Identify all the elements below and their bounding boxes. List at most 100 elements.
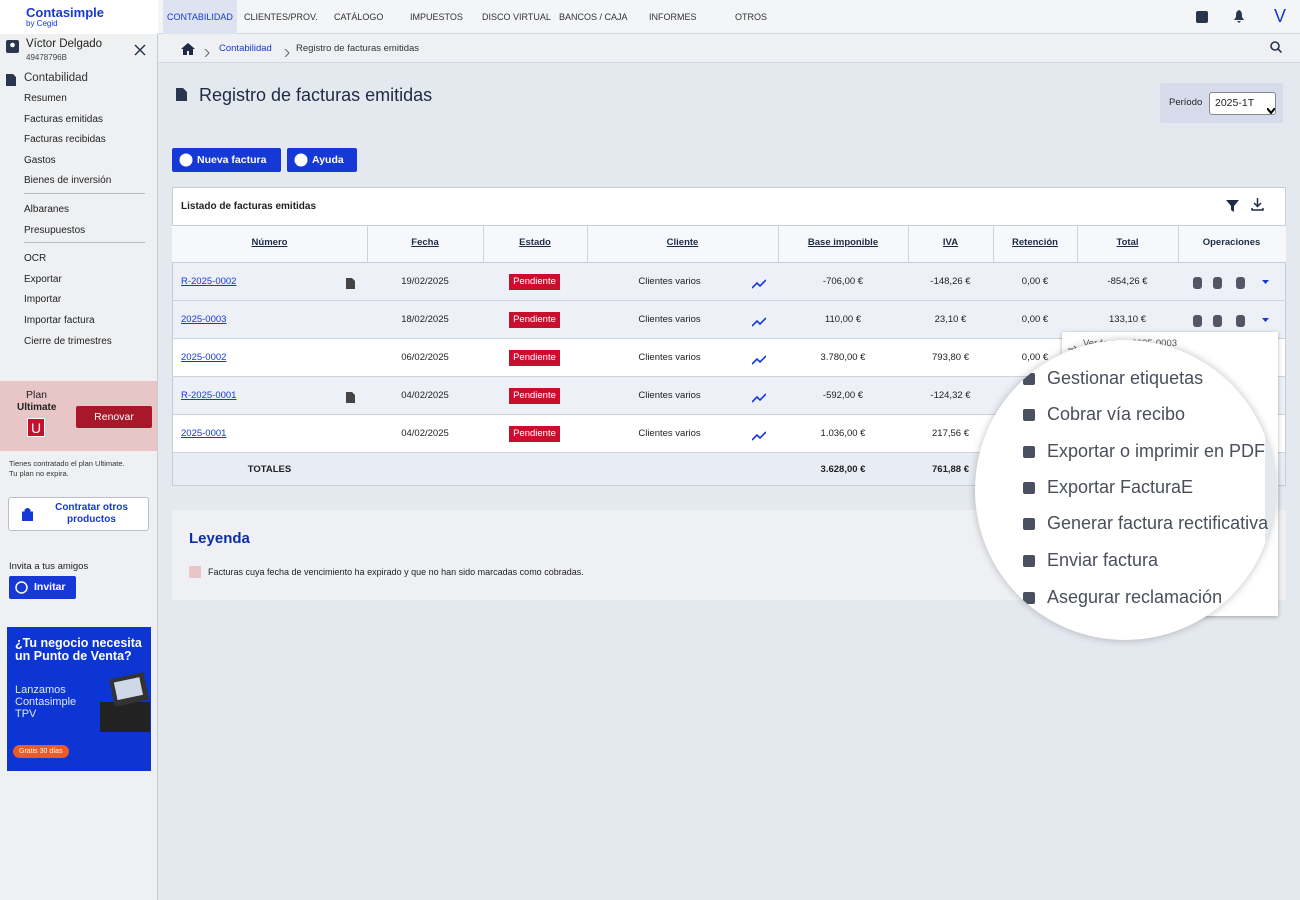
menu-item[interactable]: Gastos xyxy=(24,154,56,166)
menu-item[interactable]: Presupuestos xyxy=(24,224,86,236)
user-initial[interactable]: V xyxy=(1274,6,1287,26)
column-header[interactable]: Retención xyxy=(1012,237,1058,248)
menu-icon xyxy=(1022,445,1036,459)
invoice-link[interactable]: R-2025-0001 xyxy=(181,390,237,401)
menu-icon xyxy=(1022,554,1036,568)
action-button[interactable]: Ayuda xyxy=(287,148,357,172)
nav-item[interactable]: CLIENTES/PROV. xyxy=(244,12,318,22)
period-value: 2025-1T xyxy=(1215,97,1255,109)
plan-name: Ultimate xyxy=(17,402,57,413)
invoice-link[interactable]: 2025-0002 xyxy=(181,352,227,363)
cell: -124,32 € xyxy=(930,390,971,401)
nav-item[interactable]: BANCOS / CAJA xyxy=(559,12,628,22)
plan-badge: U xyxy=(27,418,45,437)
column-header[interactable]: Total xyxy=(1116,237,1139,248)
menu-item[interactable]: Importar xyxy=(24,294,62,306)
column-header[interactable]: Base imponible xyxy=(807,237,879,248)
operation-icon xyxy=(1235,276,1247,289)
column-header[interactable]: Fecha xyxy=(411,237,439,248)
status-badge: Pendiente xyxy=(509,312,560,328)
menu-item[interactable]: Cierre de trimestres xyxy=(24,335,112,347)
totals-label: TOTALES xyxy=(247,464,292,475)
nav-item[interactable]: OTROS xyxy=(735,12,768,22)
chevron xyxy=(204,44,210,58)
cell: -706,00 € xyxy=(822,276,864,287)
cell: 0,00 € xyxy=(1021,276,1049,287)
menu-item[interactable]: OCR xyxy=(24,253,47,265)
nav-item[interactable]: IMPUESTOS xyxy=(410,12,463,22)
client-name: Clientes varios xyxy=(638,428,701,439)
nav-item[interactable]: CATÁLOGO xyxy=(334,12,384,22)
menu-item[interactable]: Importar factura xyxy=(24,315,95,326)
legend-swatch xyxy=(189,566,201,578)
nav-item[interactable]: CONTABILIDAD xyxy=(163,0,237,34)
nav-item[interactable]: INFORMES xyxy=(649,12,697,22)
menu-item[interactable]: Facturas recibidas xyxy=(24,134,106,146)
plan-note: Tu plan no expira. xyxy=(9,469,69,478)
invite-button[interactable]: Invitar xyxy=(9,576,76,599)
menu-icon xyxy=(1022,517,1036,531)
column-header: Operaciones xyxy=(1202,237,1261,248)
dropdown-item[interactable]: Asegurar reclamación xyxy=(1047,587,1223,607)
shuffle-icon xyxy=(134,43,146,56)
dropdown-item[interactable]: Exportar FacturaE xyxy=(1047,477,1194,497)
doc-icon xyxy=(346,276,355,289)
chart-icon xyxy=(751,390,767,403)
user-name: Víctor Delgado xyxy=(26,38,103,50)
ad-banner[interactable]: ¿Tu negocio necesita un Punto de Venta? L… xyxy=(7,627,151,771)
cell: 0,00 € xyxy=(1021,314,1049,325)
dropdown-item[interactable]: Exportar o imprimir en PDF xyxy=(1047,441,1266,461)
period-select[interactable]: 2025-1T xyxy=(1209,92,1276,115)
more-products-button[interactable]: Contratar otros productos xyxy=(8,497,149,531)
magnifier-edge xyxy=(1265,340,1275,640)
globe-icon xyxy=(15,581,28,594)
search-icon xyxy=(1270,40,1283,54)
cell: 3.780,00 € xyxy=(820,352,866,363)
chevron xyxy=(284,44,290,58)
page-title: Registro de facturas emitidas xyxy=(199,85,433,105)
client-name: Clientes varios xyxy=(638,276,701,287)
button-label: Ayuda xyxy=(312,154,344,166)
column-header[interactable]: Cliente xyxy=(666,237,699,248)
invoice-link[interactable]: 2025-0003 xyxy=(181,314,227,325)
download-icon xyxy=(1251,198,1264,211)
dropdown-item[interactable]: Cobrar vía recibo xyxy=(1047,404,1186,424)
menu-item[interactable]: Exportar xyxy=(24,273,62,285)
menu-item[interactable]: Facturas emitidas xyxy=(24,113,103,125)
cell: 110,00 € xyxy=(824,314,862,325)
nav-item[interactable]: DISCO VIRTUAL xyxy=(482,12,551,22)
cell: 06/02/2025 xyxy=(401,352,449,363)
page-icon xyxy=(176,88,187,101)
dropdown-item[interactable]: Enviar factura xyxy=(1047,550,1159,570)
cell: -148,26 € xyxy=(930,276,971,287)
filter-icon xyxy=(1226,199,1239,212)
action-button[interactable]: Nueva factura xyxy=(172,148,281,172)
dropdown-item[interactable]: Gestionar etiquetas xyxy=(1047,368,1204,388)
cell: 133,10 € xyxy=(1109,314,1146,325)
dropdown-item[interactable]: Generar factura rectificativa xyxy=(1047,513,1269,533)
menu-icon xyxy=(1022,408,1036,422)
operation-icon xyxy=(1192,314,1204,327)
cell: 19/02/2025 xyxy=(401,276,449,287)
column-header[interactable]: IVA xyxy=(942,237,959,248)
menu-icon xyxy=(1022,481,1036,495)
chart-icon xyxy=(751,276,767,289)
logo-area xyxy=(0,0,158,34)
menu-icon xyxy=(1022,591,1036,605)
button-label: Nueva factura xyxy=(197,154,267,166)
ad-title: ¿Tu negocio necesita un Punto de Venta? xyxy=(15,636,142,663)
menu-item[interactable]: Albaranes xyxy=(24,204,70,215)
menu-item[interactable]: Resumen xyxy=(24,93,67,104)
column-header[interactable]: Estado xyxy=(519,237,551,248)
more-products-label: Contratar otros productos xyxy=(55,502,128,525)
breadcrumb-link[interactable]: Contabilidad xyxy=(219,43,272,54)
column-header[interactable]: Número xyxy=(251,237,288,248)
client-name: Clientes varios xyxy=(638,314,701,325)
renew-button[interactable]: Renovar xyxy=(76,406,152,428)
menu-item[interactable]: Bienes de inversión xyxy=(24,175,112,187)
magnifier: Gestionar etiquetas Cobrar vía recibo Expo… xyxy=(975,340,1275,640)
invoice-link[interactable]: 2025-0001 xyxy=(181,428,227,439)
plan-note: Tienes contratado el plan Ultimate. xyxy=(9,459,125,468)
ad-text: Lanzamos Contasimple TPV xyxy=(15,684,77,720)
invoice-link[interactable]: R-2025-0002 xyxy=(181,276,237,287)
